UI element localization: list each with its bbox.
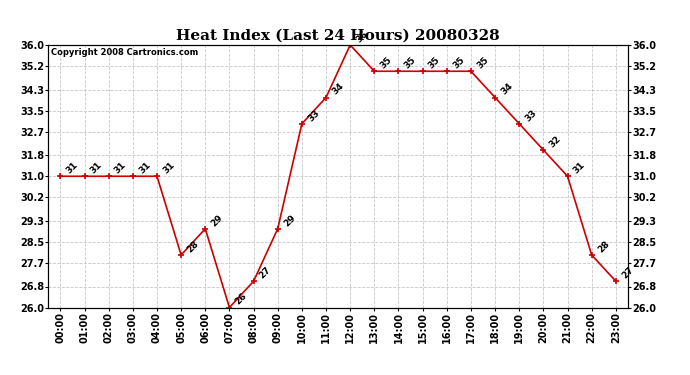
Text: 31: 31 <box>137 160 152 176</box>
Text: 31: 31 <box>161 160 177 176</box>
Text: 31: 31 <box>89 160 104 176</box>
Text: 35: 35 <box>403 55 418 70</box>
Text: 33: 33 <box>524 108 539 123</box>
Text: Copyright 2008 Cartronics.com: Copyright 2008 Cartronics.com <box>51 48 199 57</box>
Text: 31: 31 <box>113 160 128 176</box>
Text: 35: 35 <box>427 55 442 70</box>
Text: 26: 26 <box>234 291 249 307</box>
Text: 35: 35 <box>451 55 466 70</box>
Text: 29: 29 <box>210 213 225 228</box>
Text: 35: 35 <box>379 55 394 70</box>
Text: 29: 29 <box>282 213 297 228</box>
Text: 34: 34 <box>331 81 346 97</box>
Text: 28: 28 <box>596 239 611 254</box>
Text: 28: 28 <box>186 239 201 254</box>
Text: 27: 27 <box>620 265 635 280</box>
Text: 27: 27 <box>258 265 273 280</box>
Text: 35: 35 <box>475 55 491 70</box>
Text: 31: 31 <box>572 160 587 176</box>
Text: 33: 33 <box>306 108 322 123</box>
Text: 36: 36 <box>355 29 370 44</box>
Text: 31: 31 <box>65 160 80 176</box>
Title: Heat Index (Last 24 Hours) 20080328: Heat Index (Last 24 Hours) 20080328 <box>176 28 500 42</box>
Text: 34: 34 <box>500 81 515 97</box>
Text: 32: 32 <box>548 134 563 149</box>
